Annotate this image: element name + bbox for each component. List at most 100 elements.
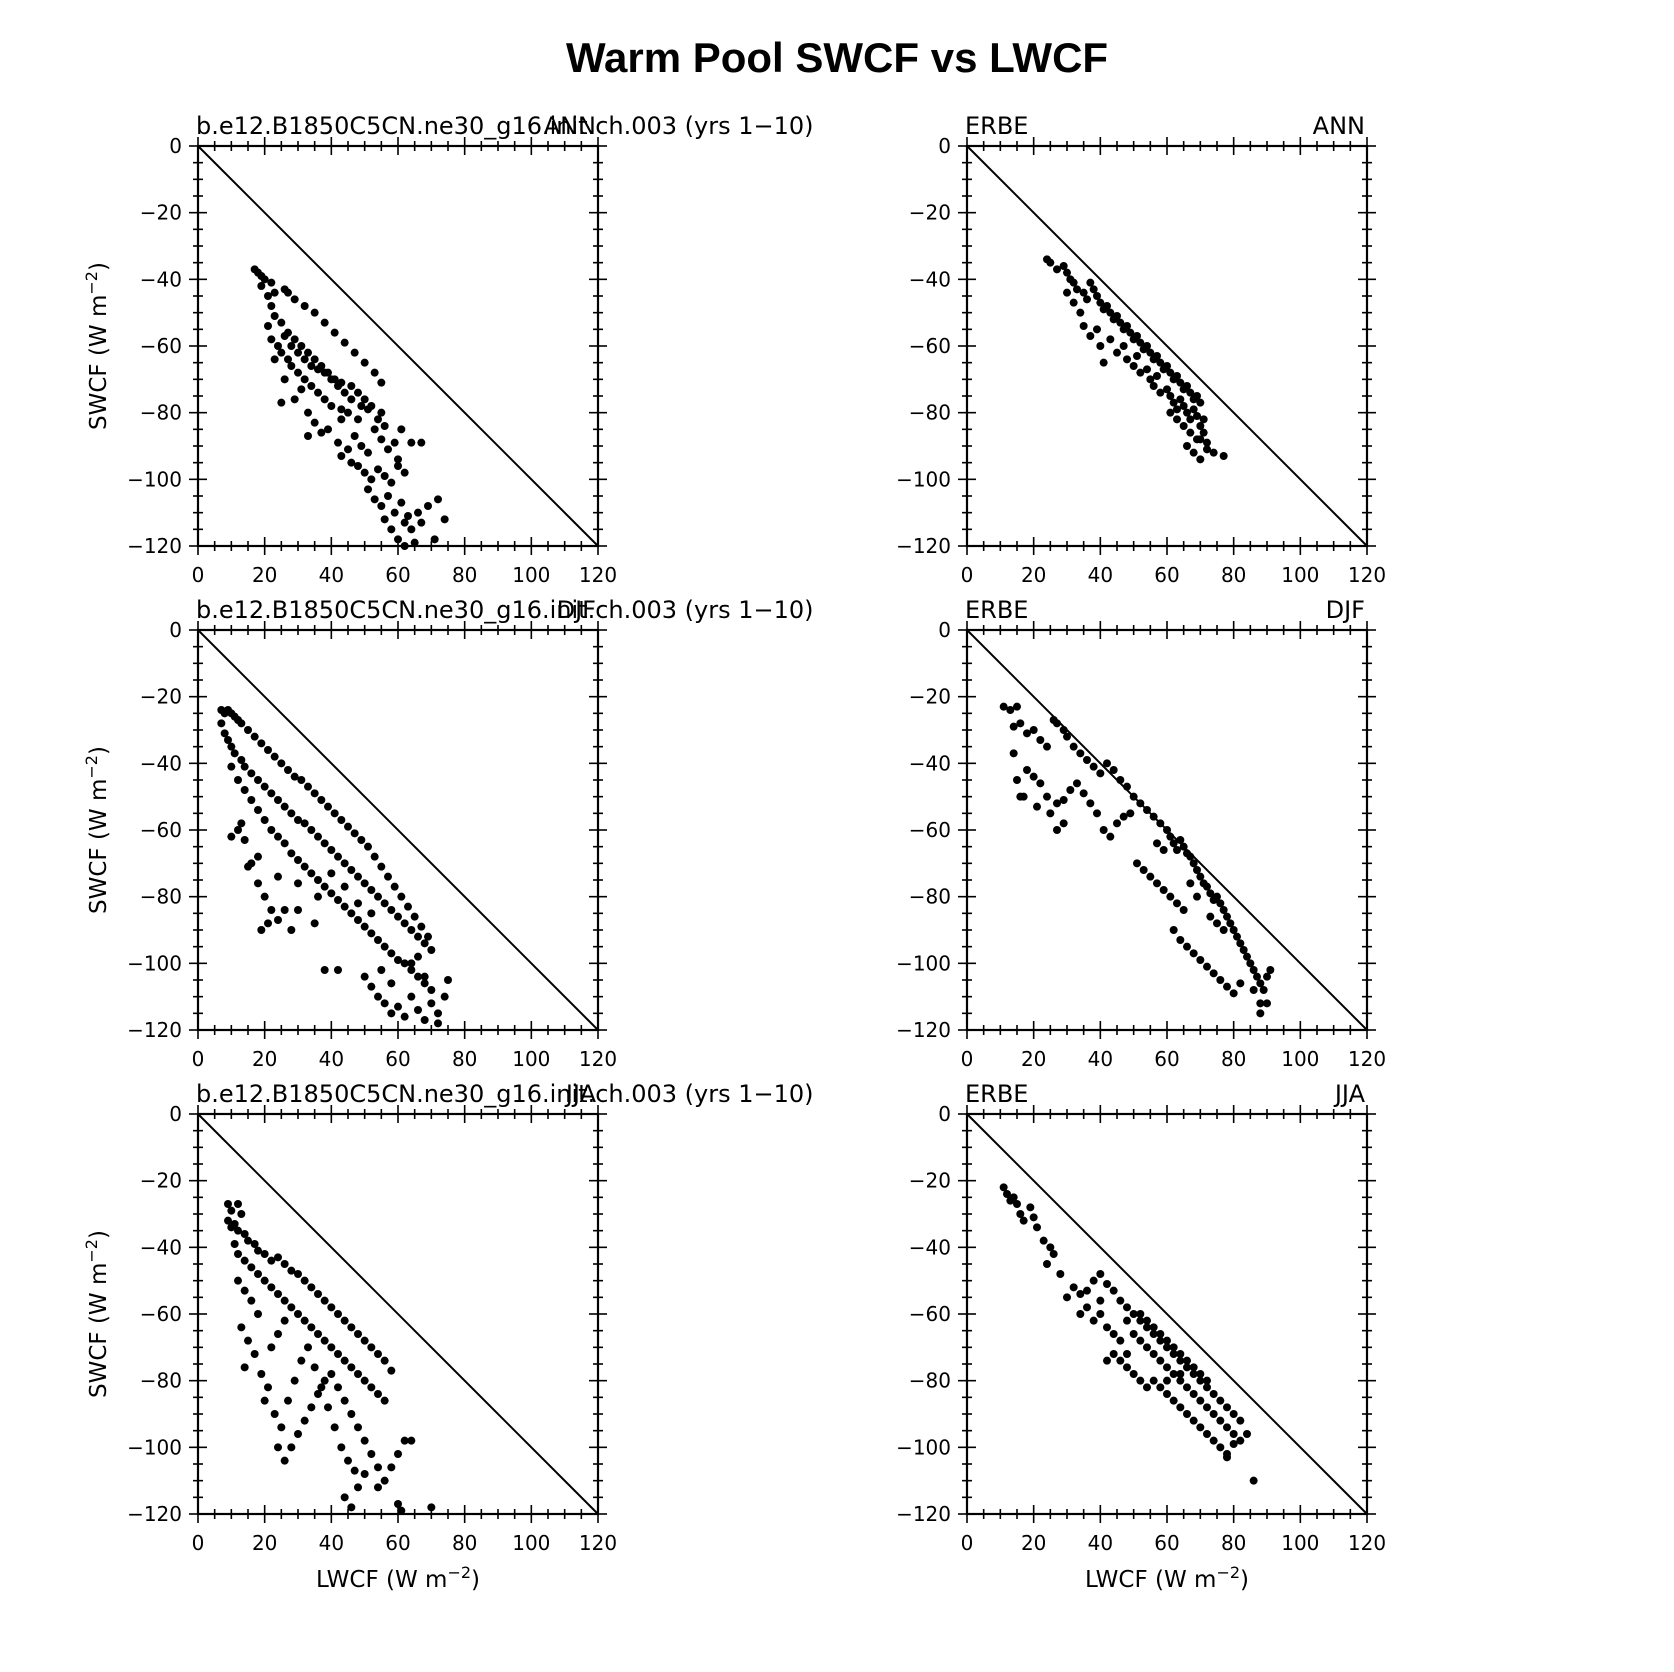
data-point bbox=[1233, 932, 1241, 941]
data-point bbox=[274, 342, 282, 350]
scatter-panel-erbe-ann: 0 20 40 60 80 100 120 0 −20 −40 −60 −80 −100 −120 ERBE… bbox=[896, 112, 1386, 587]
data-point bbox=[1179, 906, 1188, 914]
data-point bbox=[317, 428, 326, 437]
data-point bbox=[1186, 428, 1195, 437]
data-point bbox=[1196, 1396, 1205, 1405]
data-point bbox=[1039, 1236, 1048, 1245]
data-point bbox=[407, 992, 416, 1001]
data-point bbox=[387, 478, 396, 487]
y-tick-label: −100 bbox=[896, 1435, 951, 1459]
data-point bbox=[277, 759, 286, 768]
data-point bbox=[260, 1250, 269, 1258]
data-point bbox=[434, 1019, 442, 1028]
y-axis-label: SWCF (W m−2) bbox=[82, 1230, 112, 1398]
data-point bbox=[1193, 412, 1201, 420]
data-point bbox=[300, 1416, 309, 1425]
data-point bbox=[1176, 836, 1185, 844]
panel-left-label: b.e12.B1850C5CN.ne30_g16.init.ch.003 (yr… bbox=[196, 596, 814, 624]
x-axis-label: LWCF (W m−2) bbox=[316, 1563, 480, 1593]
data-point bbox=[1149, 1323, 1158, 1332]
data-point bbox=[347, 909, 356, 918]
reference-line bbox=[966, 145, 1368, 547]
data-point bbox=[260, 275, 269, 284]
data-point bbox=[264, 1383, 272, 1392]
reference-line bbox=[197, 145, 599, 547]
data-point bbox=[407, 1436, 416, 1445]
data-point bbox=[1216, 1416, 1225, 1425]
data-point bbox=[227, 1206, 236, 1215]
data-point bbox=[330, 809, 339, 818]
y-tick-label: −120 bbox=[896, 1502, 951, 1526]
data-point bbox=[1229, 926, 1238, 934]
data-point bbox=[394, 1500, 402, 1508]
data-point bbox=[1196, 455, 1205, 464]
data-point bbox=[1163, 1390, 1171, 1398]
data-point bbox=[1209, 448, 1218, 457]
y-tick-label: −40 bbox=[140, 751, 182, 775]
data-point bbox=[307, 362, 316, 370]
data-point bbox=[1026, 1203, 1035, 1212]
data-point bbox=[394, 1002, 402, 1011]
data-point bbox=[367, 886, 376, 894]
data-point bbox=[337, 415, 346, 424]
data-point bbox=[1263, 999, 1271, 1008]
data-point bbox=[1093, 809, 1101, 818]
data-point bbox=[324, 425, 332, 434]
data-point bbox=[1156, 1356, 1165, 1365]
y-tick-label: 0 bbox=[938, 1102, 951, 1126]
data-point bbox=[1203, 1403, 1211, 1412]
x-tick-label: 20 bbox=[1021, 1047, 1046, 1071]
data-point bbox=[1143, 1383, 1151, 1392]
data-point bbox=[414, 952, 422, 961]
data-point bbox=[1236, 979, 1245, 988]
data-point bbox=[334, 852, 342, 861]
data-point bbox=[244, 726, 252, 734]
data-point bbox=[314, 876, 322, 884]
data-point bbox=[1183, 442, 1191, 450]
data-point bbox=[240, 762, 249, 771]
data-point bbox=[434, 1009, 442, 1018]
data-point bbox=[1046, 258, 1055, 267]
y-tick-label: −120 bbox=[127, 1018, 182, 1042]
data-point bbox=[217, 719, 226, 728]
data-point bbox=[1133, 859, 1141, 868]
panel-season-label: ANN bbox=[544, 112, 596, 140]
reference-line bbox=[197, 1113, 599, 1515]
scatter-panel-erbe-djf: 0 20 40 60 80 100 120 0 −20 −40 −60 −80 −100 −120 ERBE… bbox=[896, 596, 1386, 1071]
data-point bbox=[1159, 846, 1168, 854]
data-point bbox=[337, 405, 346, 414]
data-point bbox=[307, 1323, 316, 1332]
data-point bbox=[237, 1210, 246, 1218]
data-point bbox=[1209, 1390, 1218, 1398]
data-point bbox=[360, 395, 369, 404]
data-point bbox=[320, 1336, 329, 1345]
x-tick-label: 60 bbox=[1154, 563, 1179, 587]
data-point bbox=[340, 388, 349, 397]
y-tick-label: −40 bbox=[909, 267, 951, 291]
data-point bbox=[224, 736, 232, 744]
data-point bbox=[1119, 342, 1128, 350]
data-point bbox=[1226, 919, 1235, 928]
data-point bbox=[1106, 335, 1115, 344]
data-point bbox=[1209, 1410, 1218, 1418]
x-tick-label: 20 bbox=[252, 1531, 277, 1555]
data-point bbox=[1049, 1250, 1058, 1258]
x-tick-label: 20 bbox=[252, 1047, 277, 1071]
data-point bbox=[327, 402, 336, 410]
data-point bbox=[274, 1330, 282, 1338]
data-point bbox=[1079, 789, 1088, 798]
data-point bbox=[1196, 398, 1205, 407]
data-point bbox=[387, 525, 396, 534]
data-point bbox=[1013, 776, 1021, 784]
data-point bbox=[1139, 866, 1148, 874]
data-point bbox=[377, 502, 386, 510]
data-point bbox=[1056, 1270, 1065, 1278]
data-point bbox=[1083, 1303, 1091, 1312]
data-point bbox=[1103, 1323, 1111, 1332]
data-point bbox=[1256, 999, 1265, 1008]
data-point bbox=[370, 852, 379, 861]
data-point bbox=[310, 308, 319, 317]
y-tick-label: 0 bbox=[169, 1102, 182, 1126]
data-point bbox=[270, 312, 279, 320]
